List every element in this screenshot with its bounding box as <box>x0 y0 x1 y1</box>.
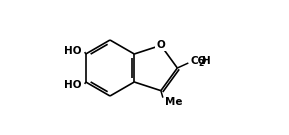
Text: CO: CO <box>190 56 207 66</box>
Text: Me: Me <box>165 97 182 107</box>
Text: HO: HO <box>64 80 82 90</box>
Text: HO: HO <box>64 46 82 56</box>
Text: O: O <box>157 40 165 50</box>
Text: 2: 2 <box>199 58 204 68</box>
Text: H: H <box>202 56 211 66</box>
